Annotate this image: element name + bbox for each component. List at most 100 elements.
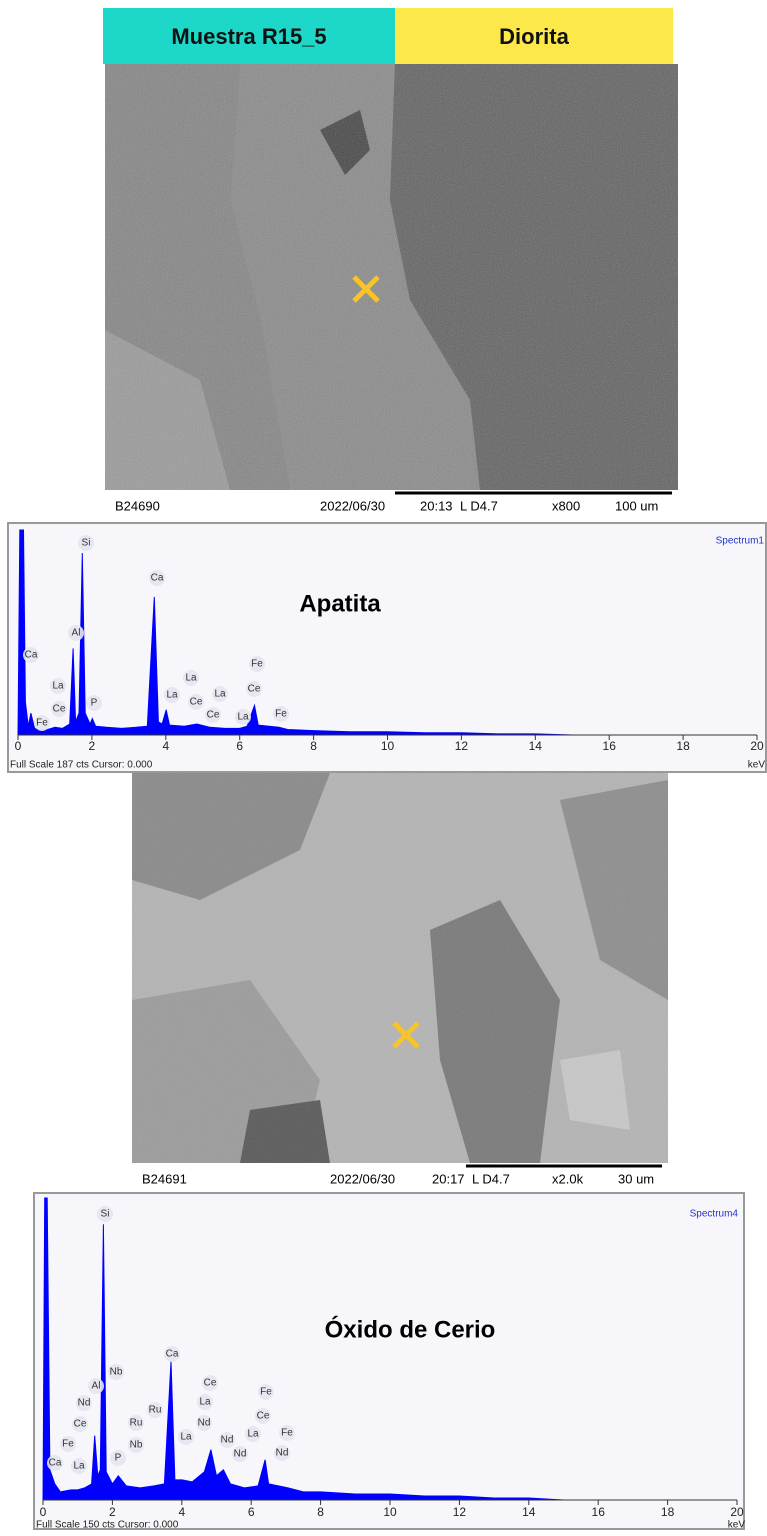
peak-label: La [180,1432,192,1443]
peak-label-bg [51,701,67,717]
spectrum-area [42,1197,737,1501]
peak-label-bg [78,535,94,551]
sem-scale: 100 um [615,498,658,513]
peak-label-bg [219,1432,235,1448]
peak-label-bg [183,670,199,686]
peak-label: Ca [166,1349,179,1360]
sem-magnification: x2.0k [552,1171,584,1186]
chart-title: Óxido de Cerio [325,1315,496,1343]
sem-date: 2022/06/30 [320,498,385,513]
x-tick-label: 18 [661,1505,675,1519]
peak-label-bg [212,686,228,702]
spectrum-panel [33,1192,745,1530]
peak-label-bg [279,1425,295,1441]
marker [392,1021,420,1049]
peak-label: Ce [257,1411,270,1422]
x-tick-label: 2 [109,1505,116,1519]
peak-label: Fe [36,718,48,729]
peak-label: Nd [234,1449,247,1460]
x-tick-label: 20 [750,739,764,753]
peak-label-bg [202,1375,218,1391]
peak-label-bg [110,1450,126,1466]
sem-time: 20:13 [420,498,453,513]
peak-label: Ca [49,1458,62,1469]
peak-label-bg [235,709,251,725]
peak-label: Fe [281,1428,293,1439]
peak-label-bg [50,678,66,694]
header-sample: Muestra R15_5 [171,24,326,49]
peak-label: La [52,681,64,692]
x-tick-label: 14 [522,1505,536,1519]
peak-label: Ce [204,1378,217,1389]
peak-label-bg [196,1415,212,1431]
peak-label-bg [205,707,221,723]
x-tick-label: 6 [248,1505,255,1519]
peak-label-bg [68,625,84,641]
peak-label-bg [232,1446,248,1462]
peak-label: Ru [130,1418,143,1429]
x-tick-label: 8 [317,1505,324,1519]
spectrum-footer: Full Scale 187 cts Cursor: 0.000 [10,760,153,771]
sem-scale: 30 um [618,1171,654,1186]
peak-label-bg [76,1395,92,1411]
sem-footer [105,490,678,520]
peak-label: La [247,1429,259,1440]
peak-label-bg [60,1436,76,1452]
peak-label-bg [71,1458,87,1474]
peak-label-bg [128,1437,144,1453]
x-tick-label: 0 [40,1505,47,1519]
x-tick-label: 6 [236,739,243,753]
peak-label-bg [273,706,289,722]
peak-label: Ru [149,1405,162,1416]
sem-image [105,64,678,490]
spectrum-area [17,529,757,736]
peak-label: Nd [198,1418,211,1429]
x-tick-label: 16 [592,1505,606,1519]
peak-label: Ce [248,684,261,695]
peak-label: Ce [190,697,203,708]
peak-label-bg [246,681,262,697]
x-tick-label: 12 [455,739,469,753]
peak-label: Nd [221,1435,234,1446]
x-tick-label: 18 [676,739,690,753]
peak-label-bg [72,1416,88,1432]
peak-label-bg [258,1384,274,1400]
peak-label-bg [149,570,165,586]
peak-label-bg [88,1378,104,1394]
peak-label: Si [82,538,91,549]
x-tick-label: 8 [310,739,317,753]
peak-label: La [185,673,197,684]
spectrum-footer: Full Scale 150 cts Cursor: 0.000 [36,1520,179,1531]
peak-label: Ca [25,650,38,661]
peak-label: La [214,689,226,700]
sem-date: 2022/06/30 [330,1171,395,1186]
peak-label: La [73,1461,85,1472]
peak-label: Al [72,628,81,639]
peak-label-bg [255,1408,271,1424]
marker [352,275,380,303]
peak-label-bg [249,656,265,672]
header-rock: Diorita [499,24,569,49]
peak-label-bg [188,694,204,710]
peak-label: Nb [130,1440,143,1451]
chart-title: Apatita [299,590,381,617]
peak-label: P [115,1453,122,1464]
x-tick-label: 10 [381,739,395,753]
peak-label: Fe [62,1439,74,1450]
peak-label-bg [164,1346,180,1362]
peak-label: Ca [151,573,164,584]
x-tick-label: 20 [730,1505,744,1519]
peak-label-bg [178,1429,194,1445]
sem-mode: L D4.7 [472,1171,510,1186]
peak-label: Fe [251,659,263,670]
x-tick-label: 2 [89,739,96,753]
peak-label: La [237,712,249,723]
peak-label-bg [164,687,180,703]
peak-label: Ce [53,704,66,715]
peak-label-bg [147,1402,163,1418]
spectrum-label: Spectrum1 [716,536,765,547]
peak-label: Fe [260,1387,272,1398]
header-sample-box [103,8,395,64]
x-tick-label: 10 [383,1505,397,1519]
